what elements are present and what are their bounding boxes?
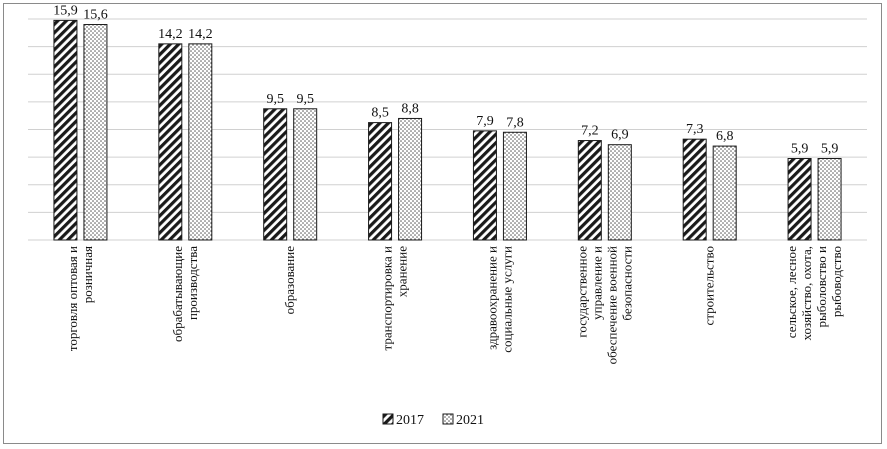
category-label-line: розничная — [80, 246, 95, 303]
category-label-line: государственное — [574, 246, 589, 338]
data-label-2017-3: 8,5 — [371, 106, 389, 121]
category-label-line: рыбоводство — [829, 246, 844, 317]
data-label-2021-5: 6,9 — [611, 128, 629, 143]
bar-2021-5 — [607, 144, 632, 241]
category-label-3: транспортировка и хранение — [380, 246, 410, 351]
data-labels: 15,9 15,6 14,2 14,2 9,5 9,5 8,5 8,8 7,9 7,8 7,2 6,9… — [53, 3, 838, 156]
category-label-line: образование — [282, 246, 297, 315]
category-label-4: здравоохранение и социальные услуги — [484, 246, 514, 353]
data-label-2017-0: 15,9 — [53, 3, 78, 18]
bar-2017-1 — [158, 43, 183, 241]
bar-2021-4 — [502, 131, 527, 241]
category-label-line: рыболовство и — [814, 246, 829, 327]
category-label-line: управление и — [589, 246, 604, 320]
category-label-line: хозяйство, охота, — [799, 246, 814, 340]
data-label-2017-7: 5,9 — [791, 142, 809, 157]
legend-label-2021: 2021 — [456, 413, 484, 428]
data-label-2021-4: 7,8 — [506, 115, 524, 130]
data-label-2021-6: 6,8 — [716, 129, 734, 144]
category-label-line: обрабатывающие — [170, 246, 185, 342]
legend-swatch-2017 — [382, 413, 394, 425]
category-label-5: государственное управление и обеспечение в… — [574, 246, 634, 365]
data-label-2017-4: 7,9 — [476, 114, 494, 129]
data-label-2017-1: 14,2 — [158, 27, 183, 42]
category-label-7: сельское, лесное хозяйство, охота, рыболов… — [784, 246, 844, 341]
data-label-2021-7: 5,9 — [821, 142, 839, 157]
category-label-line: транспортировка и — [380, 246, 395, 351]
bar-2017-5 — [577, 140, 602, 241]
category-label-line: торговля оптовая и — [65, 246, 80, 351]
category-label-line: строительство — [702, 246, 717, 325]
bar-2017-6 — [682, 138, 707, 241]
category-labels: торговля оптовая и розничная обрабатывающи… — [65, 246, 844, 365]
bar-2017-2 — [263, 108, 288, 241]
data-label-2017-6: 7,3 — [686, 122, 704, 137]
legend-label-2017: 2017 — [396, 413, 424, 428]
data-label-2021-0: 15,6 — [83, 8, 108, 23]
bar-2021-7 — [817, 158, 842, 241]
bar-2017-4 — [472, 130, 497, 241]
legend-swatch-2021 — [442, 413, 454, 425]
category-label-line: сельское, лесное — [784, 246, 799, 338]
category-label-6: строительство — [702, 246, 717, 325]
data-label-2017-2: 9,5 — [266, 92, 284, 107]
data-label-2021-2: 9,5 — [296, 92, 314, 107]
bar-2021-2 — [293, 108, 318, 241]
data-label-2017-5: 7,2 — [581, 124, 599, 139]
category-label-line: социальные услуги — [499, 246, 514, 353]
category-label-line: производства — [185, 246, 200, 320]
bar-2017-7 — [787, 158, 812, 241]
gridlines — [28, 18, 867, 241]
category-label-1: обрабатывающие производства — [170, 246, 200, 342]
data-label-2021-1: 14,2 — [188, 27, 213, 42]
bar-2021-0 — [83, 24, 108, 241]
bar-2017-0 — [53, 19, 78, 241]
legend: 2017 2021 — [382, 413, 484, 428]
category-label-0: торговля оптовая и розничная — [65, 246, 95, 351]
category-label-line: обеспечение военной — [604, 246, 619, 364]
bar-2017-3 — [368, 122, 393, 241]
category-label-2: образование — [282, 246, 297, 315]
category-label-line: хранение — [395, 246, 410, 297]
bar-2021-6 — [712, 145, 737, 241]
category-label-line: здравоохранение и — [484, 246, 499, 350]
category-label-line: безопасности — [619, 246, 634, 321]
bar-2021-3 — [398, 117, 423, 241]
bar-2021-1 — [188, 43, 213, 241]
data-label-2021-3: 8,8 — [401, 101, 419, 116]
bars — [53, 19, 842, 241]
